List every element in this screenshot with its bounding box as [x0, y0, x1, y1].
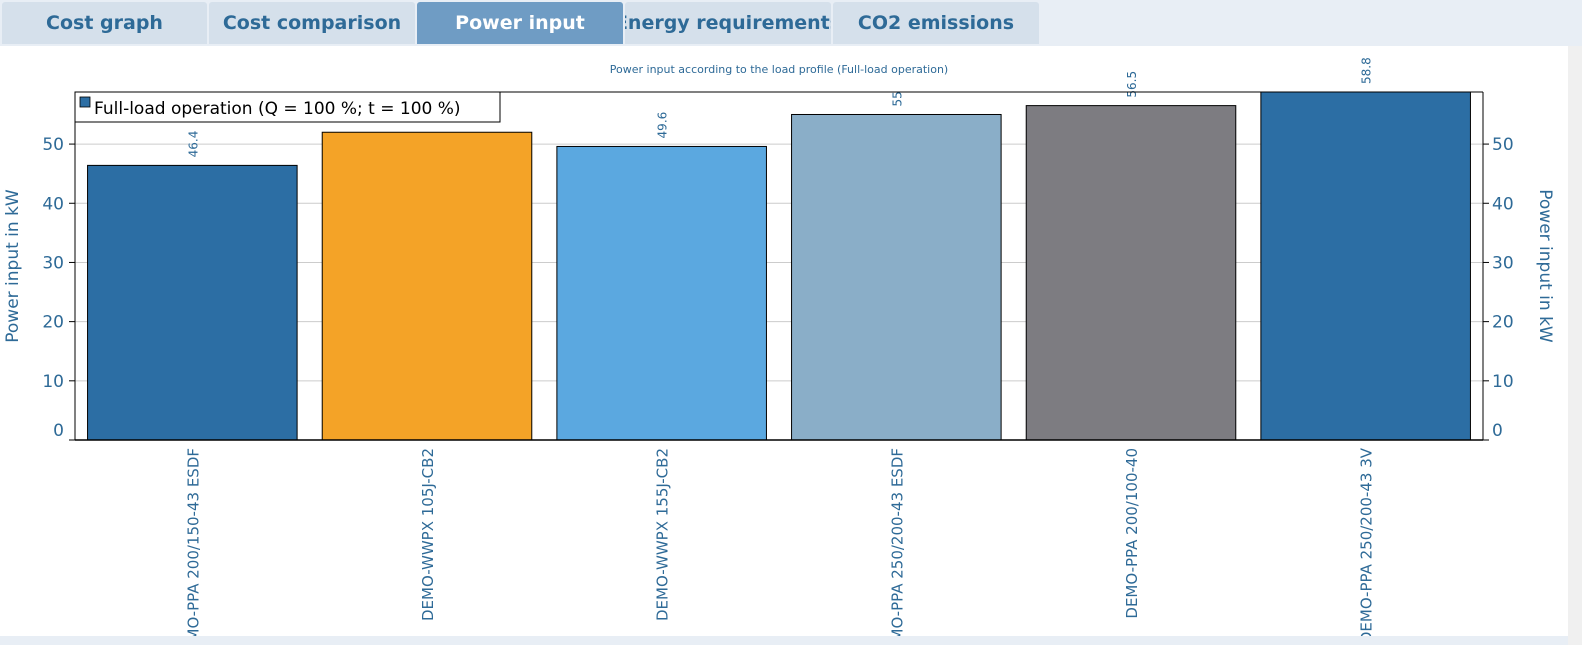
- bar[interactable]: [556, 145, 767, 441]
- tab-co2-emissions[interactable]: CO2 emissions: [833, 2, 1039, 44]
- category-label: DEMO-PPA 200/150-43 ESDF: [184, 448, 202, 636]
- grid-lines: [75, 143, 1483, 382]
- category-label: DEMO-PPA 250/200-43 ESDF: [888, 448, 906, 636]
- bar-value-label: 56.5: [1125, 71, 1139, 98]
- y-tick-label-left: 20: [42, 313, 64, 333]
- bar-value-label: 55: [890, 91, 904, 106]
- tab-power-input[interactable]: Power input: [417, 2, 623, 44]
- tab-energy-requirements[interactable]: Energy requirements: [625, 2, 831, 44]
- y-tick-label-left: 0: [53, 421, 64, 441]
- y-tick-label-left: 30: [42, 253, 64, 273]
- y-axis-label-right: Power input in kW: [1535, 189, 1555, 343]
- y-tick-label-right: 40: [1492, 194, 1514, 214]
- category-label: DEMO-PPA 200/100-40: [1123, 448, 1141, 619]
- bar-value-label: 46.4: [186, 131, 200, 158]
- legend-swatch: [79, 96, 91, 108]
- y-tick-label-right: 20: [1492, 313, 1514, 333]
- category-label: DEMO-WWPX 155J-CB2: [654, 448, 672, 621]
- y-tick-label-left: 40: [42, 194, 64, 214]
- bar[interactable]: [321, 131, 533, 441]
- y-tick-label-right: 30: [1492, 253, 1514, 273]
- chart-title: Power input according to the load profil…: [610, 63, 948, 76]
- category-label: DEMO-PPA 250/200-43 3V: [1358, 447, 1376, 636]
- bar[interactable]: [791, 113, 1002, 441]
- chart-panel: 46.4 49.6 55 56.5 58.8 0 10 20 30 40 50 0 10 20 30 40…: [0, 46, 1568, 645]
- y-ticks-left: 0 10 20 30 40 50: [42, 135, 75, 441]
- bar-value-label: 49.6: [656, 112, 670, 139]
- y-axis-label-left: Power input in kW: [3, 189, 23, 343]
- value-labels: 46.4 49.6 55 56.5 58.8: [186, 57, 1373, 157]
- bar-chart: 46.4 49.6 55 56.5 58.8 0 10 20 30 40 50 0 10 20 30 40…: [3, 57, 1555, 645]
- legend: Full-load operation (Q = 100 %; t = 100 …: [74, 91, 501, 123]
- y-tick-label-right: 10: [1492, 372, 1514, 392]
- y-tick-label-left: 10: [42, 372, 64, 392]
- bars: [87, 91, 1471, 441]
- category-labels: DEMO-PPA 200/150-43 ESDF DEMO-WWPX 105J-C…: [184, 447, 1376, 645]
- y-tick-label-right: 50: [1492, 135, 1514, 155]
- y-tick-label-left: 50: [42, 135, 64, 155]
- y-tick-label-right: 0: [1492, 421, 1503, 441]
- category-label: DEMO-WWPX 105J-CB2: [419, 448, 437, 621]
- y-ticks-right: 0 10 20 30 40 50: [1483, 135, 1514, 441]
- bar[interactable]: [1025, 105, 1237, 441]
- tab-cost-graph[interactable]: Cost graph: [2, 2, 207, 44]
- bar[interactable]: [87, 164, 298, 441]
- scrollbar-track[interactable]: [1568, 46, 1582, 645]
- legend-box: [74, 91, 501, 123]
- bar[interactable]: [1260, 91, 1471, 441]
- bar-value-label: 58.8: [1360, 57, 1374, 84]
- tab-cost-comparison[interactable]: Cost comparison: [209, 2, 415, 44]
- tab-bar: Cost graph Cost comparison Power input E…: [0, 0, 1582, 46]
- bottom-edge: [0, 636, 1568, 645]
- legend-entry: Full-load operation (Q = 100 %; t = 100 …: [94, 99, 461, 119]
